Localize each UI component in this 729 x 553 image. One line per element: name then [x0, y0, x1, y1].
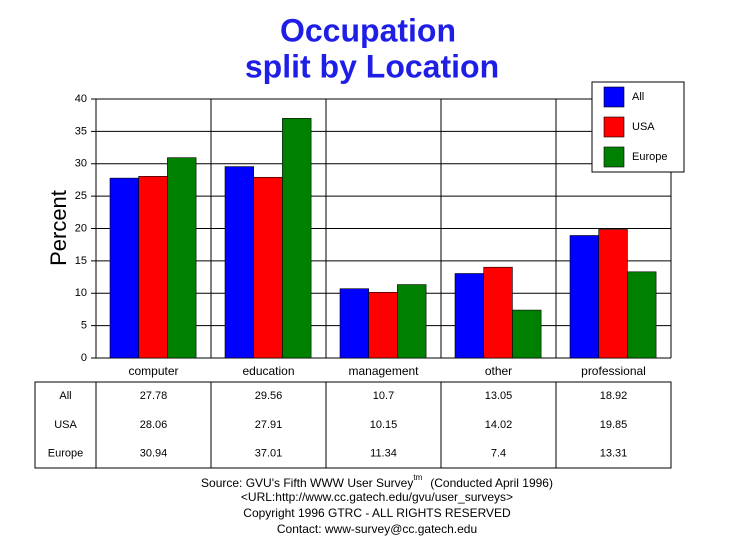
y-tick-label: 25 [75, 190, 87, 202]
table-cell: 30.94 [140, 448, 168, 460]
chart-title: Occupation [280, 12, 456, 48]
footer-source: Source: GVU's Fifth WWW User Surveytm (Co… [201, 473, 553, 490]
legend-label: All [632, 91, 644, 103]
footer-contact: Contact: www-survey@cc.gatech.edu [277, 522, 477, 536]
y-tick-label: 0 [81, 352, 87, 364]
x-tick-label: computer [128, 364, 178, 378]
bar [483, 266, 513, 359]
table-row-label: Europe [48, 448, 83, 460]
table-cell: 27.91 [255, 419, 283, 431]
bar [397, 284, 427, 359]
legend-swatch [603, 86, 625, 108]
bar [368, 291, 398, 359]
table-cell: 10.15 [370, 419, 398, 431]
x-tick-label: education [242, 364, 294, 378]
y-tick-label: 5 [81, 320, 87, 332]
legend-swatch [603, 146, 625, 168]
y-tick-label: 20 [75, 222, 87, 234]
table-cell: 14.02 [485, 419, 513, 431]
table-cell: 28.06 [140, 419, 168, 431]
y-tick-label: 35 [75, 125, 87, 137]
table-border [34, 381, 672, 469]
y-axis-label: Percent [46, 190, 71, 266]
table-cell: 27.78 [140, 390, 168, 402]
source: Source: GVU's Fifth WWW User Survey [201, 476, 413, 490]
table-cell: 37.01 [255, 448, 283, 460]
bar [109, 177, 140, 359]
footer-url: <URL:http://www.cc.gatech.edu/gvu/user_s… [241, 490, 513, 504]
x-tick-label: professional [581, 364, 646, 378]
y-tick-label: 15 [75, 255, 87, 267]
source-note: (Conducted April 1996) [430, 476, 553, 490]
legend-label: USA [632, 121, 655, 133]
table-cell: 11.34 [370, 448, 397, 460]
table-cell: 13.05 [485, 390, 513, 402]
footer-copyright: Copyright 1996 GTRC - ALL RIGHTS RESERVE… [243, 506, 511, 520]
y-tick-label: 40 [75, 93, 87, 105]
bar [282, 118, 312, 359]
table-cell: 10.7 [373, 390, 394, 402]
bar [454, 273, 485, 359]
bar [167, 157, 197, 359]
table-cell: 18.92 [600, 390, 628, 402]
bar [569, 235, 600, 359]
bar [627, 271, 657, 359]
y-tick-label: 30 [75, 158, 87, 170]
chart-title: split by Location [245, 48, 499, 84]
table-cell: 29.56 [255, 390, 283, 402]
bar [339, 288, 370, 359]
table-cell: 13.31 [600, 448, 628, 460]
table-row-label: USA [54, 419, 77, 431]
legend-label: Europe [632, 151, 667, 163]
table-cell: 19.85 [600, 419, 628, 431]
y-tick-label: 10 [75, 287, 87, 299]
bar [138, 176, 168, 359]
source-sup: tm [413, 473, 422, 482]
x-tick-label: other [485, 364, 512, 378]
x-tick-label: management [348, 364, 419, 378]
bar [598, 229, 628, 359]
bar [253, 176, 283, 359]
table-row-label: All [59, 390, 71, 402]
bar [512, 309, 542, 359]
bar [224, 166, 255, 359]
table-cell: 7.4 [491, 448, 506, 460]
legend-swatch [603, 116, 625, 138]
